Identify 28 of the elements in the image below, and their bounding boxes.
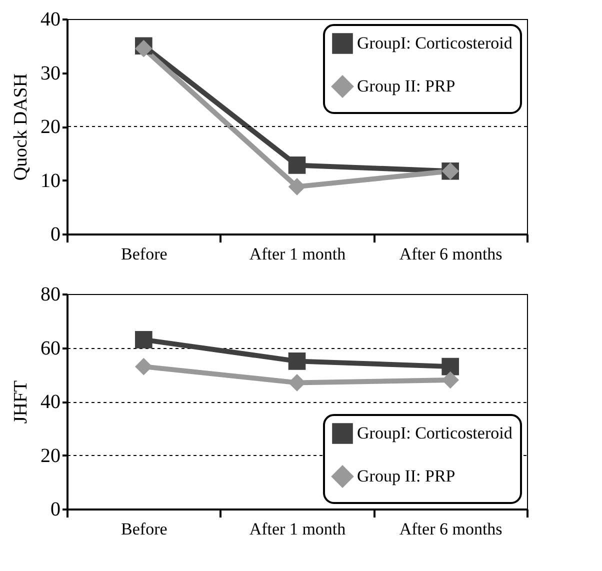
legend-label: GroupI: Corticosteroid [357,34,513,52]
x-tick-label: After 1 month [249,520,346,538]
x-tick-label: Before [121,520,168,538]
x-tick-label: After 6 months [399,244,502,264]
y-tick-label: 40 [40,8,60,30]
x-tick-label: After 1 month [249,244,346,264]
y-tick-label: 0 [50,498,60,520]
point [135,331,152,348]
y-tick-label: 30 [40,62,60,84]
legend-label: Group II: PRP [357,76,456,96]
x-tick-label: After 6 months [399,520,502,538]
y-axis-title: Quock DASH [10,73,32,181]
point [288,156,306,174]
y-tick-label: 20 [40,116,60,138]
y-tick-label: 80 [40,284,60,306]
point [442,358,459,376]
point [288,352,306,370]
legend-label: Group II: PRP [357,466,456,486]
y-tick-label: 0 [50,224,60,246]
y-tick-label: 20 [40,444,60,467]
y-axis-title: JHFT [10,380,32,424]
y-tick-label: 40 [40,391,60,413]
x-tick-label: Before [121,244,168,264]
y-tick-label: 60 [40,337,60,360]
y-tick-label: 10 [40,170,60,192]
legend-label: GroupI: Corticosteroid [357,424,513,442]
point [288,178,306,196]
point [135,358,152,376]
